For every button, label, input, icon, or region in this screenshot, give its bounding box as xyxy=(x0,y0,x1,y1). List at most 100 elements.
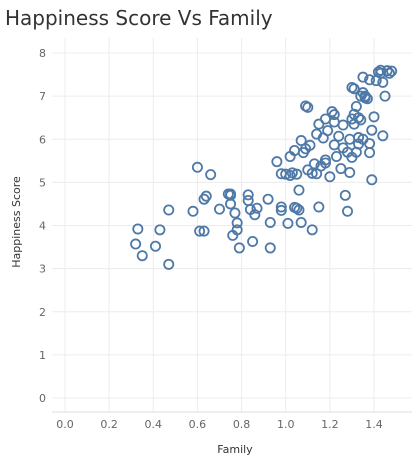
data-point xyxy=(355,114,367,126)
data-point xyxy=(379,90,391,102)
data-point xyxy=(233,242,245,254)
data-point xyxy=(291,202,303,214)
data-point xyxy=(330,150,342,162)
data-point xyxy=(154,224,166,236)
data-points xyxy=(130,64,398,270)
data-point xyxy=(300,143,312,155)
data-point xyxy=(163,258,175,270)
data-point xyxy=(364,138,376,150)
data-point xyxy=(132,223,144,235)
data-point xyxy=(319,154,331,166)
data-point xyxy=(275,201,287,213)
data-point xyxy=(229,207,241,219)
x-axis-label: Family xyxy=(217,443,253,456)
data-point xyxy=(313,118,325,130)
data-point xyxy=(346,82,358,94)
data-point xyxy=(364,147,376,159)
data-point xyxy=(366,174,378,186)
x-tick-label: 0.8 xyxy=(233,418,251,431)
data-point xyxy=(328,109,340,121)
x-tick-label: 1.4 xyxy=(365,418,383,431)
data-point xyxy=(350,100,362,112)
data-point xyxy=(275,204,287,216)
data-point xyxy=(264,242,276,254)
x-tick-label: 0.0 xyxy=(56,418,74,431)
data-point xyxy=(262,193,274,205)
data-point xyxy=(242,194,254,206)
data-point xyxy=(344,166,356,178)
y-tick-label: 0 xyxy=(39,392,46,405)
data-point xyxy=(319,157,331,169)
data-point xyxy=(225,188,237,200)
data-point xyxy=(198,225,210,237)
x-axis-ticks: 0.0 0.2 0.4 0.6 0.8 1.0 1.2 1.4 xyxy=(56,418,383,431)
data-point xyxy=(136,250,148,262)
data-point xyxy=(249,209,261,221)
data-point xyxy=(353,112,365,124)
y-tick-label: 2 xyxy=(39,306,46,319)
data-point xyxy=(194,225,206,237)
y-axis-ticks: 0 1 2 3 4 5 6 7 8 xyxy=(39,47,46,405)
data-point xyxy=(386,65,398,77)
data-point xyxy=(205,169,217,181)
data-point xyxy=(231,224,243,236)
x-tick-label: 0.6 xyxy=(189,418,207,431)
data-point xyxy=(342,205,354,217)
data-point xyxy=(251,202,263,214)
x-tick-label: 0.2 xyxy=(100,418,118,431)
data-point xyxy=(326,106,338,118)
data-point xyxy=(324,171,336,183)
data-point xyxy=(377,130,389,142)
data-point xyxy=(187,205,199,217)
data-point xyxy=(328,139,340,151)
data-point xyxy=(377,76,389,88)
data-point xyxy=(149,240,161,252)
y-axis-label: Happiness Score xyxy=(10,176,23,268)
data-point xyxy=(130,238,142,250)
data-point xyxy=(264,216,276,228)
y-tick-label: 6 xyxy=(39,133,46,146)
data-point xyxy=(163,204,175,216)
data-point xyxy=(293,204,305,216)
data-point xyxy=(213,203,225,215)
data-point xyxy=(291,168,303,180)
data-point xyxy=(381,65,393,77)
data-point xyxy=(339,189,351,201)
data-point xyxy=(322,125,334,137)
data-point xyxy=(284,169,296,181)
data-point xyxy=(333,130,345,142)
data-point xyxy=(357,71,369,83)
data-point xyxy=(286,167,298,179)
data-point xyxy=(337,119,349,131)
y-tick-label: 5 xyxy=(39,176,46,189)
data-point xyxy=(306,224,318,236)
data-point xyxy=(313,201,325,213)
data-point xyxy=(198,193,210,205)
y-tick-label: 7 xyxy=(39,90,46,103)
y-tick-label: 8 xyxy=(39,47,46,60)
data-point xyxy=(383,67,395,79)
data-point xyxy=(231,217,243,229)
data-point xyxy=(364,74,376,86)
data-point xyxy=(293,184,305,196)
data-point xyxy=(308,158,320,170)
data-point xyxy=(295,216,307,228)
y-tick-label: 3 xyxy=(39,263,46,276)
chart-title: Happiness Score Vs Family xyxy=(5,6,273,30)
data-point xyxy=(191,161,203,173)
data-point xyxy=(247,235,259,247)
data-point xyxy=(280,168,292,180)
data-point xyxy=(200,190,212,202)
y-tick-label: 4 xyxy=(39,220,46,233)
data-point xyxy=(242,189,254,201)
data-point xyxy=(366,124,378,136)
x-tick-label: 1.2 xyxy=(321,418,339,431)
x-tick-label: 0.4 xyxy=(145,418,163,431)
y-tick-label: 1 xyxy=(39,349,46,362)
data-point xyxy=(335,163,347,175)
data-point xyxy=(359,90,371,102)
data-point xyxy=(271,156,283,168)
data-point xyxy=(361,93,373,105)
data-point xyxy=(302,101,314,113)
